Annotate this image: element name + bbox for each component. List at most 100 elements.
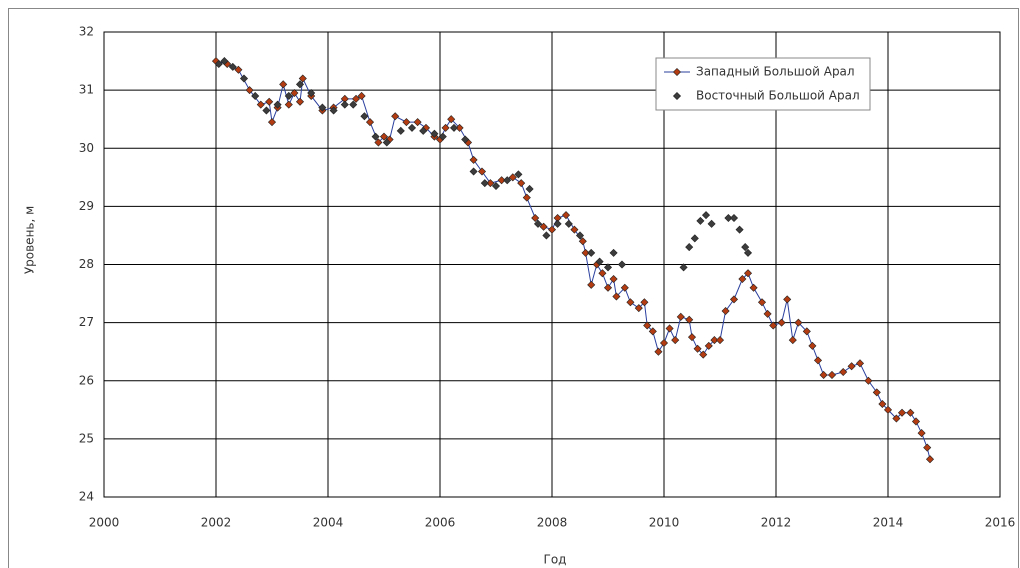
data-point xyxy=(284,91,293,100)
data-point xyxy=(251,91,260,100)
data-point xyxy=(525,184,534,193)
data-point xyxy=(648,327,657,336)
data-point xyxy=(349,100,358,109)
data-point xyxy=(917,429,926,438)
data-point xyxy=(533,219,543,228)
data-point xyxy=(396,126,405,135)
data-point xyxy=(295,97,305,106)
data-point xyxy=(769,321,778,330)
data-point xyxy=(802,327,811,336)
data-point xyxy=(531,213,540,223)
legend-marker xyxy=(672,67,682,77)
data-point xyxy=(729,213,739,223)
data-point xyxy=(542,231,551,240)
data-point xyxy=(710,336,719,345)
data-point xyxy=(430,129,439,138)
x-tick-label: 2014 xyxy=(873,516,904,530)
data-point xyxy=(715,336,725,345)
data-point xyxy=(640,298,649,307)
data-point xyxy=(547,225,557,234)
data-point xyxy=(214,59,223,68)
data-point xyxy=(763,309,772,318)
data-point xyxy=(864,376,873,385)
data-point xyxy=(743,248,753,257)
data-point xyxy=(892,414,901,423)
data-point xyxy=(617,260,627,269)
data-point xyxy=(671,336,680,345)
data-point xyxy=(539,222,548,231)
data-point xyxy=(721,306,730,316)
data-point xyxy=(419,126,428,135)
data-point xyxy=(620,283,629,292)
data-point xyxy=(503,176,512,185)
data-point xyxy=(329,106,338,115)
data-point xyxy=(365,118,375,127)
data-point xyxy=(382,138,391,147)
data-point xyxy=(371,132,380,141)
legend-label: Западный Большой Арал xyxy=(696,65,855,79)
data-point xyxy=(265,97,274,106)
y-tick-label: 26 xyxy=(79,373,94,387)
data-point xyxy=(273,100,282,109)
data-point xyxy=(855,359,865,368)
x-tick-label: 2000 xyxy=(89,516,120,530)
data-point xyxy=(847,362,856,371)
data-point xyxy=(595,257,604,266)
x-tick-label: 2012 xyxy=(761,516,792,530)
data-point xyxy=(581,248,590,257)
data-point xyxy=(729,295,739,304)
data-point xyxy=(676,312,685,321)
y-tick-label: 32 xyxy=(79,25,94,39)
data-point xyxy=(783,295,792,304)
data-point xyxy=(743,269,753,278)
data-point xyxy=(391,112,400,121)
data-point xyxy=(839,368,848,377)
data-point xyxy=(491,182,501,191)
data-point xyxy=(643,321,652,330)
data-point xyxy=(438,132,447,141)
data-point xyxy=(298,74,307,83)
data-point xyxy=(603,263,613,272)
data-point xyxy=(407,123,417,132)
data-point xyxy=(262,106,271,115)
data-point xyxy=(819,370,828,379)
data-point xyxy=(575,231,585,240)
y-tick-label: 24 xyxy=(79,490,94,504)
data-point xyxy=(508,173,517,182)
data-point xyxy=(872,388,881,397)
data-point xyxy=(279,80,288,89)
data-point xyxy=(598,269,607,278)
data-point xyxy=(564,219,573,228)
data-point xyxy=(827,370,837,379)
data-point xyxy=(701,211,711,220)
data-point xyxy=(461,135,470,144)
data-point xyxy=(284,100,293,109)
data-point xyxy=(690,234,699,243)
data-point xyxy=(486,179,495,188)
data-point xyxy=(735,225,744,234)
data-point xyxy=(553,219,562,228)
data-point xyxy=(897,408,907,417)
data-point xyxy=(696,216,705,225)
data-point xyxy=(379,132,389,141)
data-point xyxy=(256,100,265,109)
data-point xyxy=(911,417,921,426)
data-point xyxy=(741,243,750,252)
y-tick-label: 30 xyxy=(79,141,94,155)
data-point xyxy=(578,237,587,246)
data-point xyxy=(883,405,893,414)
data-point xyxy=(318,103,327,112)
data-point xyxy=(587,280,596,289)
x-tick-label: 2010 xyxy=(649,516,680,530)
data-point xyxy=(685,315,694,324)
x-tick-label: 2002 xyxy=(201,516,232,530)
y-axis-label: Уровень, м xyxy=(23,206,37,274)
data-point xyxy=(777,318,786,327)
data-point xyxy=(685,243,694,252)
data-point xyxy=(220,57,229,66)
data-point xyxy=(634,304,643,313)
data-point xyxy=(469,155,478,164)
data-point xyxy=(517,179,526,188)
data-point xyxy=(906,408,915,417)
data-point xyxy=(724,213,733,223)
